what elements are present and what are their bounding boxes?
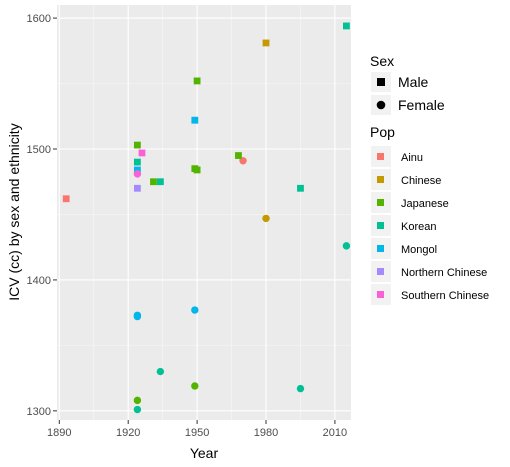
y-tick-label: 1500 xyxy=(27,144,51,156)
data-point-circle xyxy=(133,396,142,405)
legend-pop-label: Mongol xyxy=(401,244,437,256)
data-point-square xyxy=(343,22,350,30)
panel-background xyxy=(57,5,351,420)
data-point-square xyxy=(133,158,141,166)
legend-circle-icon xyxy=(376,100,386,110)
legend-color-swatch xyxy=(377,199,384,206)
legend-pop: Pop Ainu Chinese Japanese Korean Mongol North… xyxy=(370,124,489,305)
data-point-circle xyxy=(262,214,270,223)
legend-sex-label: Male xyxy=(398,74,429,90)
legend-pop-label: Ainu xyxy=(401,152,423,164)
data-point-square xyxy=(133,166,141,174)
data-point-square xyxy=(235,152,242,159)
legend-pop-label: Northern Chinese xyxy=(401,267,487,279)
legend-color-swatch xyxy=(377,291,384,298)
x-tick-label: 1950 xyxy=(185,427,209,439)
x-tick-label: 1980 xyxy=(254,427,278,439)
data-point-square xyxy=(193,166,201,174)
legend-color-swatch xyxy=(377,268,384,275)
y-axis: 1300 1400 1500 1600 xyxy=(27,13,57,418)
data-point-square xyxy=(262,39,270,47)
legend-pop-entries: Ainu Chinese Japanese Korean Mongol Northern … xyxy=(371,146,489,305)
legend-sex: Sex Male Female xyxy=(370,53,445,115)
y-tick-label: 1600 xyxy=(27,13,51,25)
data-point-square xyxy=(297,184,304,192)
y-axis-title: ICV (cc) by sex and ethnicity xyxy=(6,123,22,300)
legend-color-swatch xyxy=(377,245,384,252)
data-point-square xyxy=(133,141,141,149)
data-point-square xyxy=(156,178,164,186)
data-point-square xyxy=(138,149,146,157)
data-point-square xyxy=(150,178,157,186)
minor-gridlines xyxy=(57,5,351,420)
data-point-circle xyxy=(133,405,142,414)
legend-pop-label: Korean xyxy=(401,221,436,233)
legend-pop-label: Chinese xyxy=(401,175,441,187)
x-axis-title: Year xyxy=(190,445,219,461)
legend-sex-title: Sex xyxy=(370,53,394,69)
legend-color-swatch xyxy=(377,153,384,160)
legend-pop-label: Southern Chinese xyxy=(401,290,489,302)
legend-sex-label: Female xyxy=(398,97,445,113)
legend-sex-entries: Male Female xyxy=(371,72,445,115)
legend-pop-label: Japanese xyxy=(401,198,449,210)
y-tick-label: 1400 xyxy=(27,275,51,287)
legend-color-swatch xyxy=(377,222,384,229)
legend-pop-title: Pop xyxy=(370,124,395,140)
data-point-circle xyxy=(191,382,199,390)
x-tick-label: 1920 xyxy=(116,427,140,439)
legend-color-swatch xyxy=(377,176,384,183)
y-tick-label: 1300 xyxy=(27,406,51,418)
data-point-square xyxy=(133,184,141,192)
data-point-square xyxy=(62,195,70,203)
x-tick-label: 2010 xyxy=(323,427,347,439)
x-tick-label: 1890 xyxy=(47,427,71,439)
data-points xyxy=(62,22,351,414)
data-point-circle xyxy=(133,312,142,321)
data-point-circle xyxy=(342,242,351,250)
data-point-square xyxy=(191,116,199,124)
x-axis: 1890 1920 1950 1980 2010 xyxy=(47,420,347,439)
data-point-circle xyxy=(156,367,165,376)
data-point-circle xyxy=(133,170,142,178)
data-point-circle xyxy=(191,306,199,314)
major-gridlines xyxy=(57,5,351,420)
data-point-square xyxy=(193,77,201,85)
data-point-circle xyxy=(296,384,305,393)
legend-square-icon xyxy=(377,78,385,86)
